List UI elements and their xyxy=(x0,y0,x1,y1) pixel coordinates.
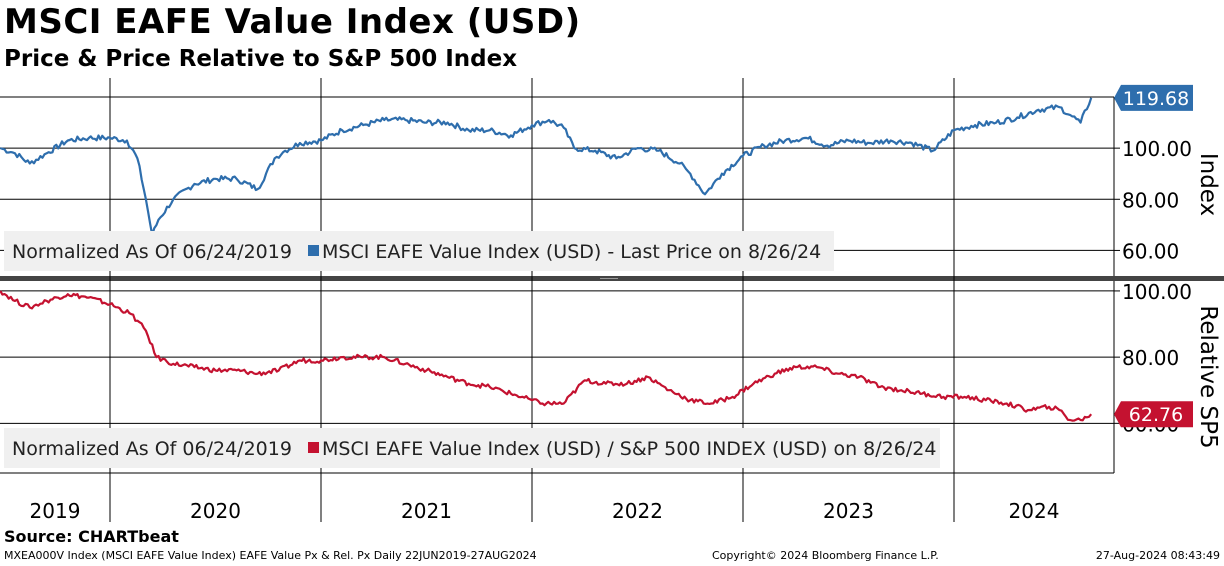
chart-subtitle: Price & Price Relative to S&P 500 Index xyxy=(4,46,518,72)
legend-background xyxy=(4,231,834,271)
price-axis-label: Index xyxy=(1195,153,1221,216)
price-last-value-tag: 119.68 xyxy=(1114,84,1193,111)
grid-layer xyxy=(0,78,1114,522)
last-value-tag-label: 62.76 xyxy=(1129,404,1183,426)
x-tick-label: 2022 xyxy=(612,499,663,523)
y-tick-label: 80.00 xyxy=(1122,346,1179,370)
series-layer xyxy=(0,97,1093,422)
chart-title: MSCI EAFE Value Index (USD) xyxy=(4,2,581,42)
legend-swatch xyxy=(308,442,319,453)
x-tick-label: 2024 xyxy=(1009,499,1060,523)
relative-legend: Normalized As Of 06/24/2019 MSCI EAFE Val… xyxy=(4,428,940,468)
legend-series-label: MSCI EAFE Value Index (USD) / S&P 500 IN… xyxy=(322,438,936,460)
legend-normalized-label: Normalized As Of 06/24/2019 xyxy=(12,438,292,460)
last-value-tag-shape xyxy=(1114,401,1193,428)
x-tick-label: 2020 xyxy=(190,499,241,523)
footer-copyright: Copyright© 2024 Bloomberg Finance L.P. xyxy=(712,549,939,562)
price-series-line xyxy=(0,97,1093,237)
legend-normalized-label: Normalized As Of 06/24/2019 xyxy=(12,241,292,263)
relative-series-line xyxy=(0,290,1093,422)
relative-last-value-tag: 62.76 xyxy=(1114,401,1193,428)
legend-layer: Normalized As Of 06/24/2019 MSCI EAFE Val… xyxy=(4,231,940,468)
legend-swatch xyxy=(308,245,319,256)
last-value-tag-label: 119.68 xyxy=(1123,88,1189,110)
y-tick-label: 60.00 xyxy=(1122,239,1179,263)
price-legend: Normalized As Of 06/24/2019 MSCI EAFE Val… xyxy=(4,231,834,271)
footer-timestamp: 27-Aug-2024 08:43:49 xyxy=(1095,549,1220,562)
axis-layer: 2019 2020 2021 2022 2023 2024 100.00 80.00 60.00… xyxy=(30,84,1221,523)
x-tick-label: 2019 xyxy=(30,499,81,523)
source-note: Source: CHARTbeat xyxy=(4,527,179,546)
legend-background xyxy=(4,428,940,468)
y-tick-label: 100.00 xyxy=(1122,280,1192,304)
x-tick-label: 2021 xyxy=(401,499,452,523)
y-tick-label: 100.00 xyxy=(1122,137,1192,161)
legend-series-label: MSCI EAFE Value Index (USD) - Last Price… xyxy=(322,241,821,263)
footer-left: MXEA000V Index (MSCI EAFE Value Index) E… xyxy=(4,549,537,562)
last-value-tag-shape xyxy=(1114,84,1193,111)
x-tick-label: 2023 xyxy=(823,499,874,523)
relative-axis-label: Relative SP5 xyxy=(1195,305,1221,448)
y-tick-label: 80.00 xyxy=(1122,188,1179,212)
chart-frame xyxy=(0,96,1224,474)
